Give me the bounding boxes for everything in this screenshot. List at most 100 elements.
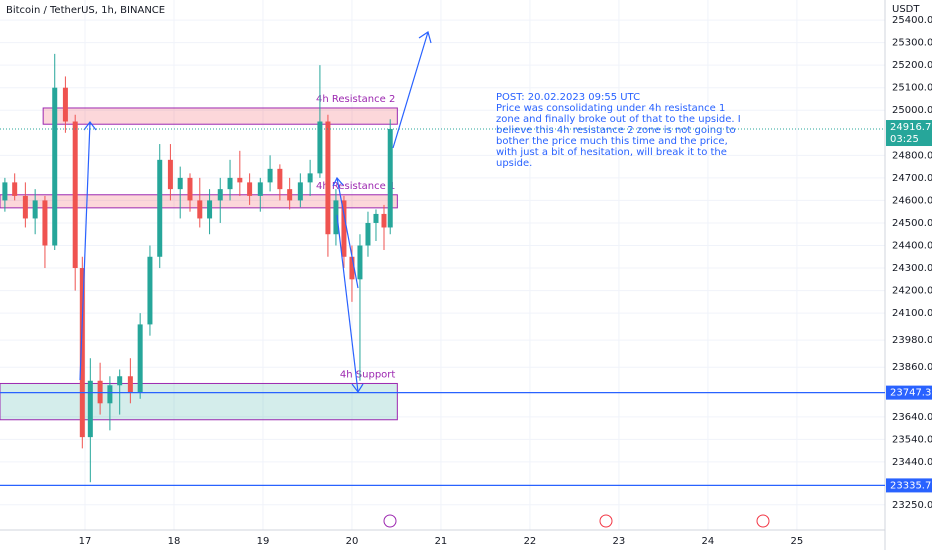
zone <box>0 382 398 421</box>
zone-label: 4h Resistance 2 <box>316 94 395 105</box>
level-label: 23335.79 <box>890 480 932 491</box>
zone-label: 4h Support <box>340 369 395 380</box>
arrow <box>392 31 429 149</box>
y-tick-label: 24600.00 <box>892 195 932 206</box>
note-line: upside. <box>496 158 532 169</box>
last-price-label: 24916.70 <box>890 122 932 133</box>
candle-body <box>373 213 379 223</box>
arrow <box>79 121 91 381</box>
candle-body <box>147 256 153 325</box>
x-tick-label: 24 <box>702 536 715 547</box>
last-price-badge <box>886 120 932 147</box>
level-badge <box>886 385 932 400</box>
candle-body <box>357 245 363 280</box>
candle-body <box>317 121 323 174</box>
candle-body <box>217 189 223 201</box>
y-tick-label: 25200.00 <box>892 60 932 71</box>
candle-body <box>107 385 113 404</box>
chart-title: Bitcoin / TetherUS, 1h, BINANCE <box>6 5 165 16</box>
candle-body <box>167 159 173 190</box>
candle-body <box>197 200 203 219</box>
candle-body <box>2 182 8 201</box>
candle-body <box>307 173 313 183</box>
candle-body <box>287 189 293 201</box>
candle-body <box>325 121 331 235</box>
candle-body <box>387 128 393 228</box>
arrow-head <box>83 121 97 131</box>
arrow <box>336 177 359 289</box>
candle-body <box>333 200 339 235</box>
x-tick-label: 18 <box>168 536 181 547</box>
candle-body <box>117 376 123 386</box>
note-line: Price was consolidating under 4h resista… <box>496 103 725 114</box>
candle-body <box>127 376 133 393</box>
x-tick-label: 23 <box>613 536 626 547</box>
candle-body <box>247 182 253 196</box>
y-tick-label: 23860.00 <box>892 362 932 373</box>
candle-body <box>267 168 273 183</box>
y-tick-label: 24800.00 <box>892 150 932 161</box>
candle-body <box>187 177 193 201</box>
candle-body <box>177 177 183 190</box>
y-tick-label: 24200.00 <box>892 286 932 297</box>
y-tick-label: 24100.00 <box>892 308 932 319</box>
event-icon <box>756 514 770 528</box>
level-label: 23747.38 <box>890 388 932 399</box>
y-tick-label: 23640.00 <box>892 412 932 423</box>
candle-body <box>62 87 68 122</box>
candle-body <box>32 200 38 219</box>
candle-body <box>227 177 233 190</box>
y-tick-label: 25400.00 <box>892 15 932 26</box>
y-tick-label: 24300.00 <box>892 263 932 274</box>
arrow-head <box>332 176 344 187</box>
candle-body <box>137 324 143 393</box>
y-tick-label: 24700.00 <box>892 173 932 184</box>
x-tick-label: 22 <box>524 536 537 547</box>
note-line: with just a bit of hesitation, will brea… <box>496 147 727 158</box>
arrow-head <box>351 383 364 394</box>
event-icon <box>383 514 397 528</box>
candle-body <box>52 87 58 246</box>
candle-body <box>341 200 347 257</box>
candle-body <box>207 200 213 219</box>
note-line: POST: 20.02.2023 09:55 UTC <box>496 92 640 103</box>
candle-body <box>87 380 93 438</box>
x-tick-label: 21 <box>435 536 448 547</box>
countdown-label: 03:25 <box>890 134 919 145</box>
note-line: bother the price much this time and the … <box>496 136 728 147</box>
zone <box>42 107 398 125</box>
candle-body <box>237 177 243 183</box>
candle-body <box>157 159 163 257</box>
level-badge <box>886 478 932 493</box>
y-tick-label: 25100.00 <box>892 83 932 94</box>
note-line: believe this 4h resistance 2 zone is not… <box>496 125 736 136</box>
x-tick-label: 17 <box>79 536 92 547</box>
candle-body <box>277 168 283 190</box>
y-tick-label: 25000.00 <box>892 105 932 116</box>
arrow <box>336 214 359 393</box>
candle-body <box>12 182 18 196</box>
currency-label: USDT <box>892 4 920 15</box>
x-tick-label: 19 <box>257 536 270 547</box>
x-tick-label: 20 <box>346 536 359 547</box>
candle-body <box>349 256 355 280</box>
y-tick-label: 23250.00 <box>892 500 932 511</box>
event-icon <box>599 514 613 528</box>
zone-label: 4h Resistance 1 <box>316 181 395 192</box>
y-tick-label: 23980.00 <box>892 335 932 346</box>
candle-body <box>72 121 78 269</box>
y-tick-label: 24500.00 <box>892 218 932 229</box>
candle-body <box>79 268 85 438</box>
y-tick-label: 24400.00 <box>892 240 932 251</box>
arrow-head <box>418 31 432 44</box>
y-tick-label: 23540.00 <box>892 434 932 445</box>
event-icons <box>383 514 770 528</box>
candle-body <box>42 200 48 246</box>
candle-body <box>365 222 371 246</box>
drawings <box>79 31 432 394</box>
plot: 4h Resistance 2 4h Resistance 1 4h Support <box>0 53 398 483</box>
y-tick-label: 25300.00 <box>892 38 932 49</box>
